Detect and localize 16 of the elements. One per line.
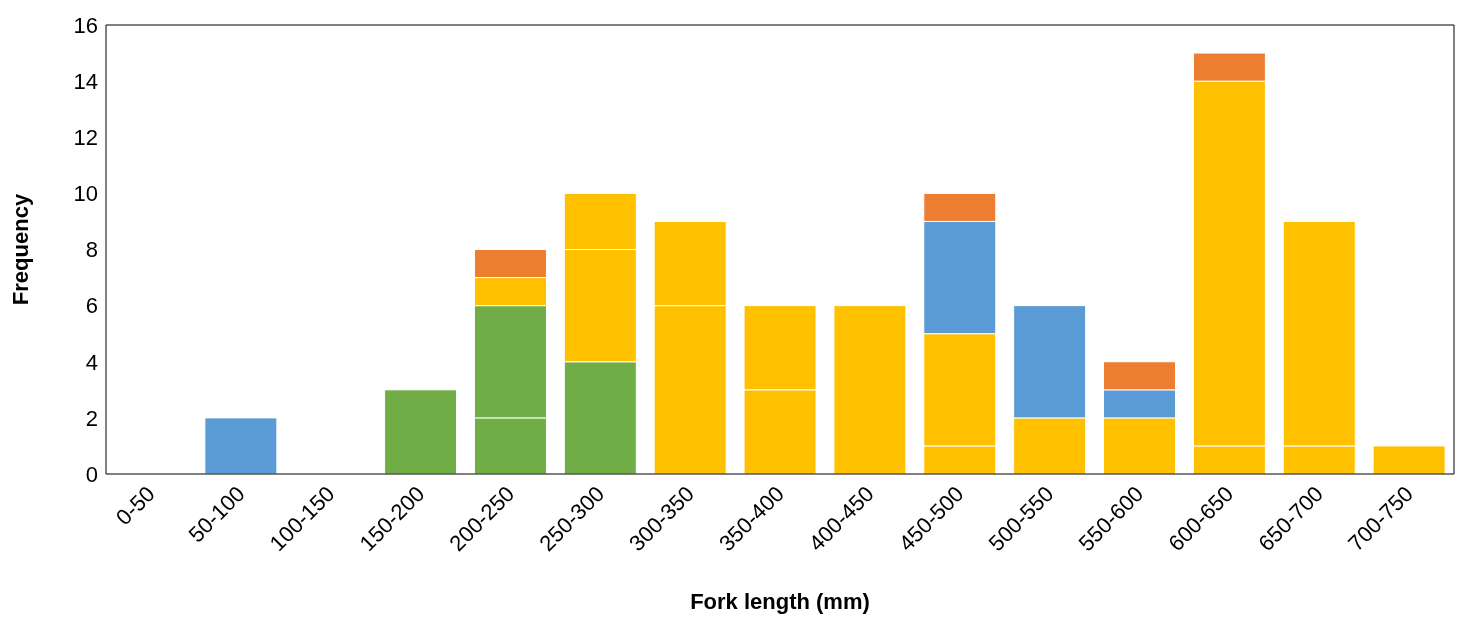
y-tick-label: 14 [73,68,98,94]
y-tick-label: 0 [85,461,98,487]
bar [1372,445,1446,474]
x-tick-label: 0-50 [110,481,160,530]
y-tick-label: 4 [85,349,98,375]
bar [384,389,458,474]
y-tick-label: 16 [73,12,98,38]
bar [204,417,278,474]
y-tick-label: 10 [73,181,98,207]
y-tick-label: 2 [85,405,98,431]
bar [833,305,907,474]
y-tick-label: 12 [73,125,98,151]
y-axis-title: Frequency [7,193,33,306]
x-axis-title: Fork length (mm) [690,589,870,614]
y-tick-label: 6 [85,293,98,319]
y-tick-label: 8 [85,237,98,263]
